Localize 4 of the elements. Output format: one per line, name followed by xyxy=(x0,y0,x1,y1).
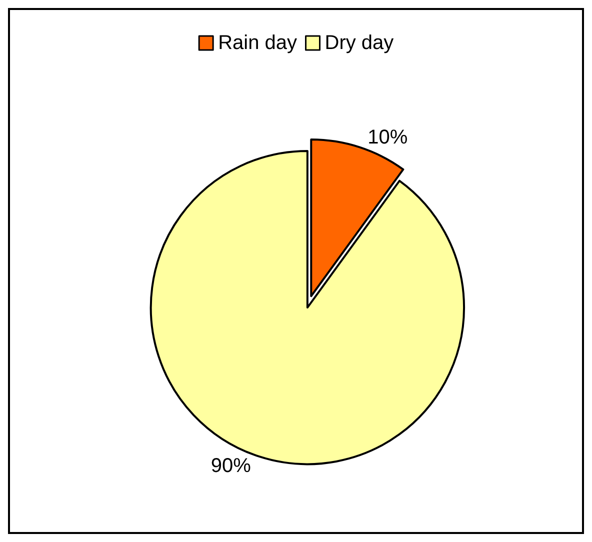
legend-label: Dry day xyxy=(324,32,394,54)
data-label: 90% xyxy=(210,454,252,477)
legend-label: Rain day xyxy=(218,32,298,54)
data-label: 10% xyxy=(368,126,408,149)
